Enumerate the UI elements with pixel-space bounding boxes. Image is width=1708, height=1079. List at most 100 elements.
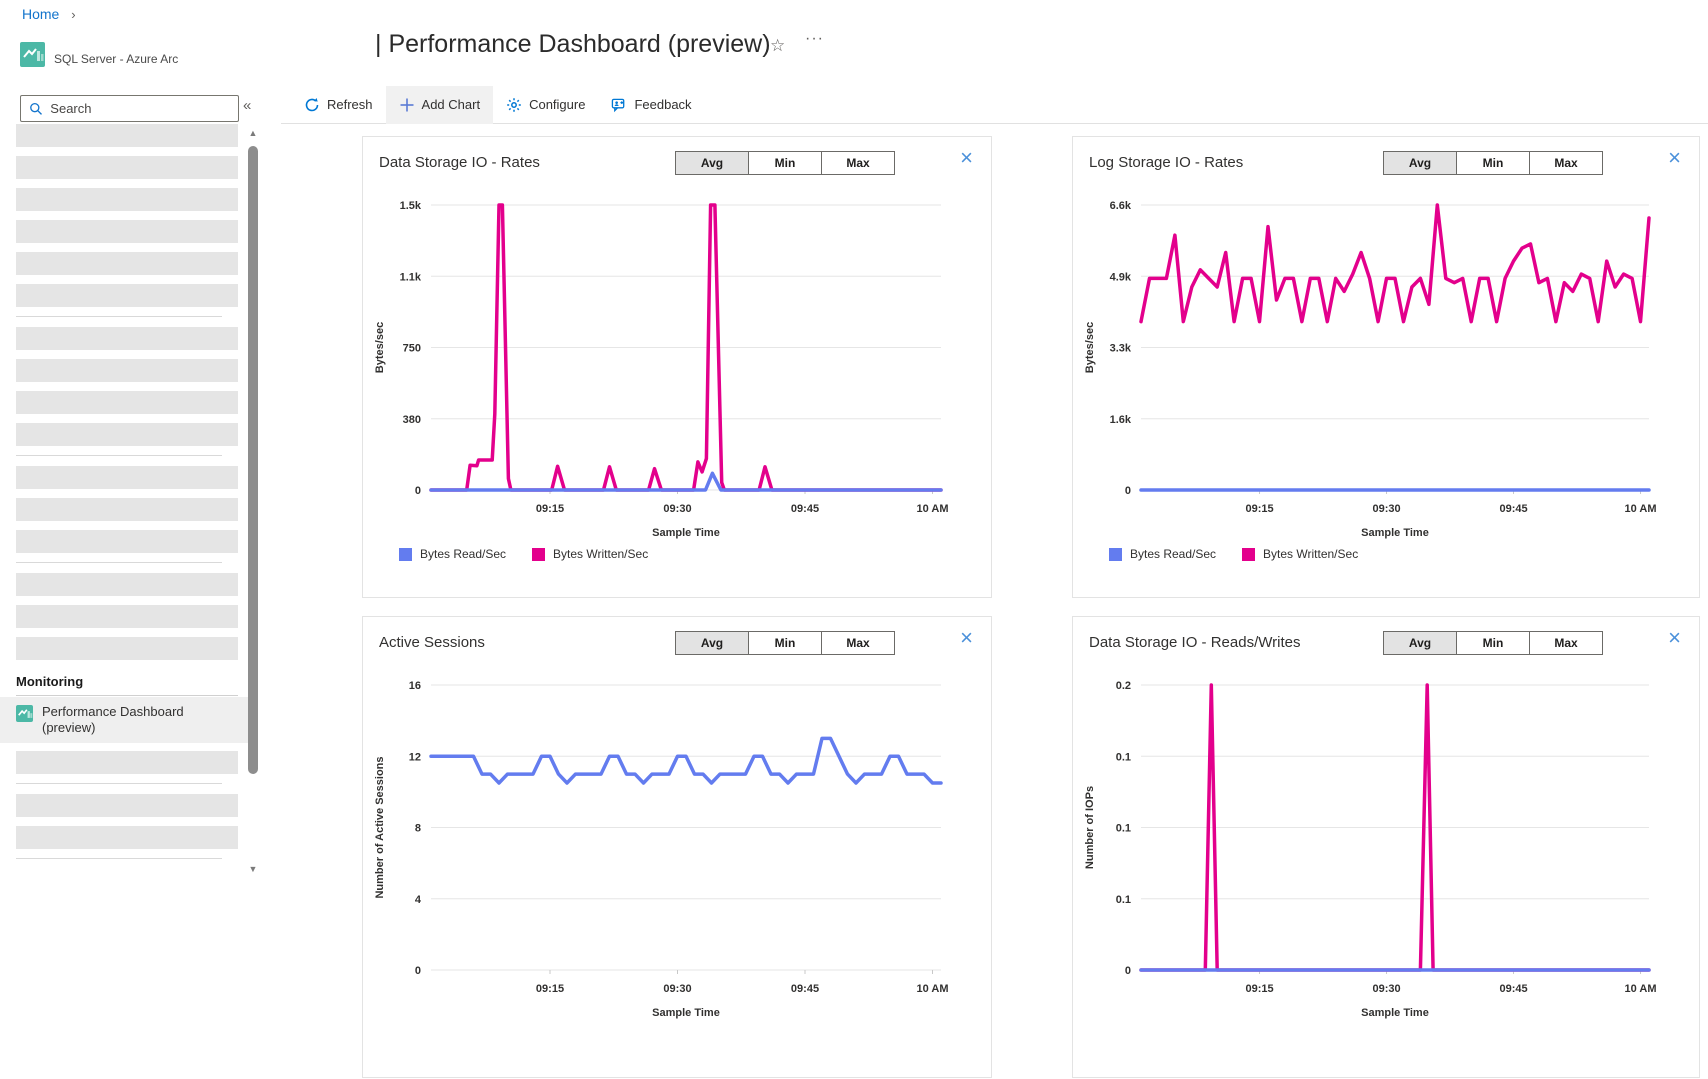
skeleton-menu-item [16,391,238,414]
chart-plot-area: 6.6k 4.9k 3.3k 1.6k 0 09:15 09:30 09:45 10 AM Byt… [1084,200,1657,539]
resource-header: SQL Server - Azure Arc [20,42,178,67]
series-line-bytes-read-sec [429,471,943,492]
breadcrumb-home-link[interactable]: Home [22,6,60,22]
y-tick-label: 0.1 [1116,894,1131,906]
x-tick-label: 10 AM [1625,983,1657,995]
scrollbar-thumb[interactable] [248,146,258,774]
scroll-down-icon[interactable]: ▼ [248,864,258,874]
y-tick-label: 1.6k [1110,414,1132,426]
legend-item[interactable]: Bytes Read/Sec [399,547,506,561]
chart-title: Log Storage IO - Rates [1089,154,1244,171]
y-tick-label: 0 [1125,965,1131,977]
menu-divider [16,858,222,859]
chart-plot-area: 0.2 0.1 0.1 0.1 0 09:15 09:30 09:45 10 AM Number … [1084,680,1657,1019]
agg-button-avg[interactable]: Avg [675,151,749,175]
menu-divider [16,316,222,317]
toolbar-button-label: Feedback [634,97,692,112]
page-title: | Performance Dashboard (preview) [375,30,771,58]
sidebar-search-row: « [20,95,260,122]
gear-icon [506,97,522,113]
skeleton-menu-item [16,220,238,243]
toolbar-button-add-chart[interactable]: Add Chart [385,85,494,124]
agg-button-max[interactable]: Max [1529,151,1603,175]
feedback-icon [611,97,627,113]
chart-legend: Bytes Read/Sec Bytes Written/Sec [1109,547,1358,561]
sidebar-menu: Monitoring Performance Dashboard (preview) [0,124,262,874]
legend-item[interactable]: Bytes Written/Sec [1242,547,1358,561]
y-tick-label: 6.6k [1110,200,1132,212]
y-tick-label: 750 [403,343,421,355]
close-chart-icon[interactable]: × [960,625,973,650]
menu-divider [16,562,222,563]
skeleton-menu-item [16,124,238,147]
add-chart-icon [399,97,415,113]
scroll-up-icon[interactable]: ▲ [248,128,258,138]
legend-label: Bytes Read/Sec [1130,547,1217,561]
x-tick-label: 10 AM [1625,503,1657,515]
search-box[interactable] [20,95,239,122]
agg-button-max[interactable]: Max [1529,631,1603,655]
close-chart-icon[interactable]: × [1668,145,1681,170]
agg-button-min[interactable]: Min [748,631,822,655]
chart-legend: Bytes Read/Sec Bytes Written/Sec [399,547,648,561]
x-tick-label: 09:15 [536,503,564,515]
legend-label: Bytes Read/Sec [420,547,507,561]
x-tick-label: 09:45 [791,983,819,995]
y-tick-label: 0 [1125,485,1131,497]
y-tick-label: 0.1 [1116,751,1131,763]
search-input[interactable] [50,101,230,116]
agg-button-max[interactable]: Max [821,151,895,175]
aggregation-toggle-group: Avg Min Max [675,631,895,655]
skeleton-menu-item [16,573,238,596]
agg-button-avg[interactable]: Avg [1383,631,1457,655]
series-line-bytes-written-sec [1139,203,1651,324]
more-options-icon[interactable]: ··· [805,30,824,47]
toolbar-button-label: Add Chart [421,97,481,112]
x-tick-label: 09:45 [1499,503,1527,515]
y-tick-label: 16 [409,680,421,692]
legend-label: Bytes Written/Sec [1263,547,1359,561]
x-axis-title: Sample Time [652,527,720,539]
x-tick-label: 09:45 [791,503,819,515]
y-tick-label: 380 [403,414,421,426]
skeleton-menu-item [16,498,238,521]
legend-item[interactable]: Bytes Written/Sec [532,547,648,561]
collapse-sidebar-icon[interactable]: « [243,97,252,114]
toolbar-button-feedback[interactable]: Feedback [598,86,704,124]
y-tick-label: 3.3k [1110,343,1132,355]
toolbar-button-refresh[interactable]: Refresh [291,86,386,124]
agg-button-min[interactable]: Min [1456,631,1530,655]
chart-card-data-storage-reads-writes: Data Storage IO - Reads/Writes Avg Min Max ×… [1072,616,1700,1078]
favorite-star-icon[interactable]: ☆ [770,36,786,55]
y-tick-label: 0.2 [1116,680,1131,692]
close-chart-icon[interactable]: × [960,145,973,170]
series-line-active-sessions [429,736,943,785]
sidebar-scrollbar[interactable]: ▲ ▼ [247,128,259,874]
monitoring-section-label: Monitoring [16,674,84,689]
y-tick-label: 12 [409,751,421,763]
y-tick-label: 1.1k [400,271,422,283]
toolbar-button-label: Refresh [327,97,373,112]
chart-card-log-storage-rates: Log Storage IO - Rates Avg Min Max × 6.6k 4.9k… [1072,136,1700,598]
toolbar-button-configure[interactable]: Configure [493,86,598,124]
legend-swatch [1109,547,1122,561]
agg-button-min[interactable]: Min [748,151,822,175]
legend-item[interactable]: Bytes Read/Sec [1109,547,1216,561]
refresh-icon [304,97,320,113]
chart-card-data-storage-rates: Data Storage IO - Rates Avg Min Max × 1.5k 1.1… [362,136,992,598]
skeleton-menu-item [16,423,238,446]
chart-card-active-sessions: Active Sessions Avg Min Max × 16 12 8 4 0 09:15 09:… [362,616,992,1078]
skeleton-menu-item [16,359,238,382]
y-axis-title: Number of IOPs [1084,786,1096,869]
agg-button-avg[interactable]: Avg [675,631,749,655]
x-tick-label: 09:15 [536,983,564,995]
legend-swatch [1242,547,1256,561]
menu-divider [16,783,222,784]
y-tick-label: 8 [415,823,421,835]
agg-button-max[interactable]: Max [821,631,895,655]
sidebar-item-performance-dashboard[interactable]: Performance Dashboard (preview) [0,697,248,743]
breadcrumb: Home › [22,6,76,22]
close-chart-icon[interactable]: × [1668,625,1681,650]
skeleton-menu-item [16,605,238,628]
x-tick-label: 09:15 [1245,503,1273,515]
